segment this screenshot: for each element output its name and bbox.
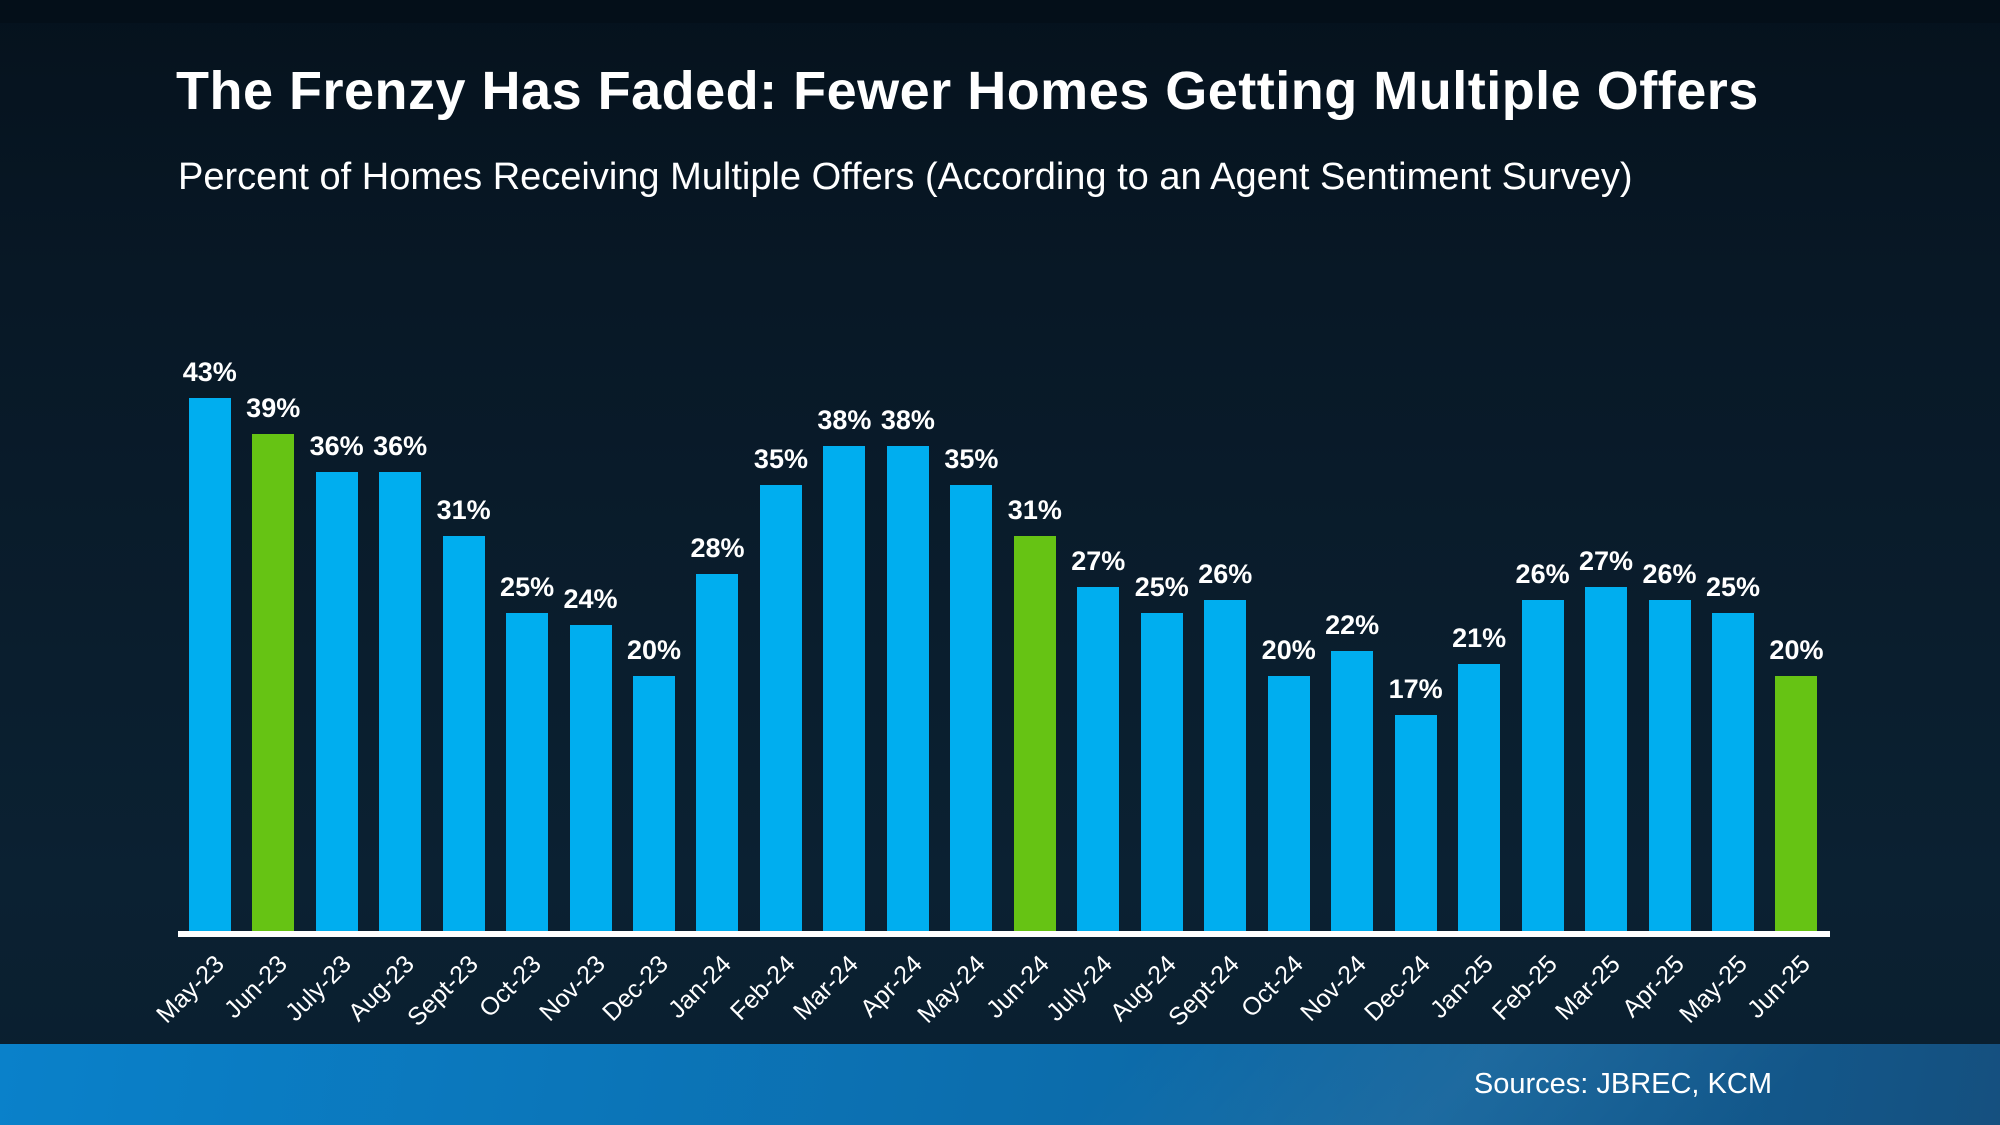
bar-value-label: 35% [944,443,999,474]
bar-column: 35% May-24 [912,357,1003,1029]
bar-value-label: 26% [1642,558,1697,589]
bar-value-label: 27% [1071,546,1126,576]
bar-value-label: 20% [1769,635,1824,666]
bar [188,398,231,932]
bar-value-label: 28% [690,533,745,564]
bar [315,472,358,932]
bar-chart: 43% May-23 39% Jun-23 36% July-23 36% Aug-23 31%… [151,357,1828,1032]
bar-highlighted [1775,676,1818,932]
bar-column: 20% Jun-25 [1742,357,1828,1023]
bar-value-label: 25% [500,571,555,602]
bar-column: 28% Jan-24 [663,357,749,1024]
bar [1394,714,1437,932]
bar [1331,650,1374,932]
bar-value-label: 35% [753,443,808,474]
bar-column: 35% Feb-24 [725,357,812,1026]
bar-value-label: 36% [309,431,364,461]
bar-column: 36% Aug-23 [343,357,431,1027]
bar [1711,612,1754,932]
bar-column: 20% Dec-23 [597,357,685,1026]
bar-value-label: 36% [373,431,428,461]
bar-column: 31% Sept-23 [402,357,495,1032]
bar-column: 43% May-23 [151,357,241,1029]
bar-value-label: 24% [563,584,618,615]
bar-column: 25% Oct-23 [474,357,558,1023]
bar [696,574,739,932]
bar-column: 24% Nov-23 [534,357,622,1026]
bar [950,484,993,932]
bar-highlighted [1013,535,1056,932]
bar-column: 21% Jan-25 [1425,357,1510,1024]
bar [1458,663,1501,932]
bar [1521,599,1564,932]
chart-title: The Frenzy Has Faded: Fewer Homes Gettin… [176,61,1759,121]
chart-subtitle: Percent of Homes Receiving Multiple Offe… [178,156,1633,198]
bar-value-label: 43% [182,357,237,387]
bar-column: 22% Nov-24 [1295,357,1383,1027]
bar-value-label: 25% [1705,571,1760,602]
bar-value-label: 31% [436,494,491,525]
bar-value-label: 39% [246,392,301,423]
bar-value-label: 25% [1134,571,1189,602]
bar-column: 25% May-25 [1674,357,1764,1029]
bar-column: 26% Feb-25 [1487,357,1574,1026]
bar-column: 36% July-23 [280,357,368,1027]
bar [1585,587,1628,932]
bar-column: 39% Jun-23 [219,357,304,1024]
bar-column: 31% Jun-24 [981,357,1066,1024]
x-axis-line [178,931,1830,937]
bar [1077,587,1120,932]
bar-value-label: 26% [1198,558,1253,589]
footer-bar: Sources: JBREC, KCM [0,1044,2000,1125]
bar-value-label: 17% [1388,673,1443,704]
bar-column: 25% Aug-24 [1105,357,1193,1027]
top-edge-band [0,0,2000,23]
bar [442,535,485,932]
bar-value-label: 20% [1261,635,1316,666]
bar [379,472,422,932]
bar-value-label: 31% [1007,494,1062,525]
bar-value-label: 38% [880,405,935,436]
bar [1648,599,1691,932]
bar-column: 17% Dec-24 [1359,357,1447,1027]
bar-value-label: 21% [1452,622,1507,653]
bar [569,625,612,932]
bar [633,676,676,932]
bar-column: 26% Sept-24 [1163,357,1257,1032]
bar [1267,676,1310,932]
bar [506,612,549,932]
bar-column: 20% Oct-24 [1236,357,1320,1022]
sources-label: Sources: JBREC, KCM [1473,1068,1772,1100]
bar-column: 27% July-24 [1041,357,1130,1027]
bar-value-label: 38% [817,405,872,436]
bar-column: 38% Mar-24 [788,357,876,1025]
bar [759,484,802,932]
bar-column: 26% Apr-25 [1616,357,1701,1023]
bar [823,446,866,932]
bar [1140,612,1183,932]
bar-column: 38% Apr-24 [855,357,939,1022]
bar [1204,599,1247,932]
bar-value-label: 26% [1515,558,1570,589]
bar-value-label: 22% [1325,609,1380,640]
bar-column: 27% Mar-25 [1550,357,1637,1026]
bar-highlighted [252,433,295,932]
bar [886,446,929,932]
bar-value-label: 20% [626,635,682,666]
bar-value-label: 27% [1579,546,1634,576]
